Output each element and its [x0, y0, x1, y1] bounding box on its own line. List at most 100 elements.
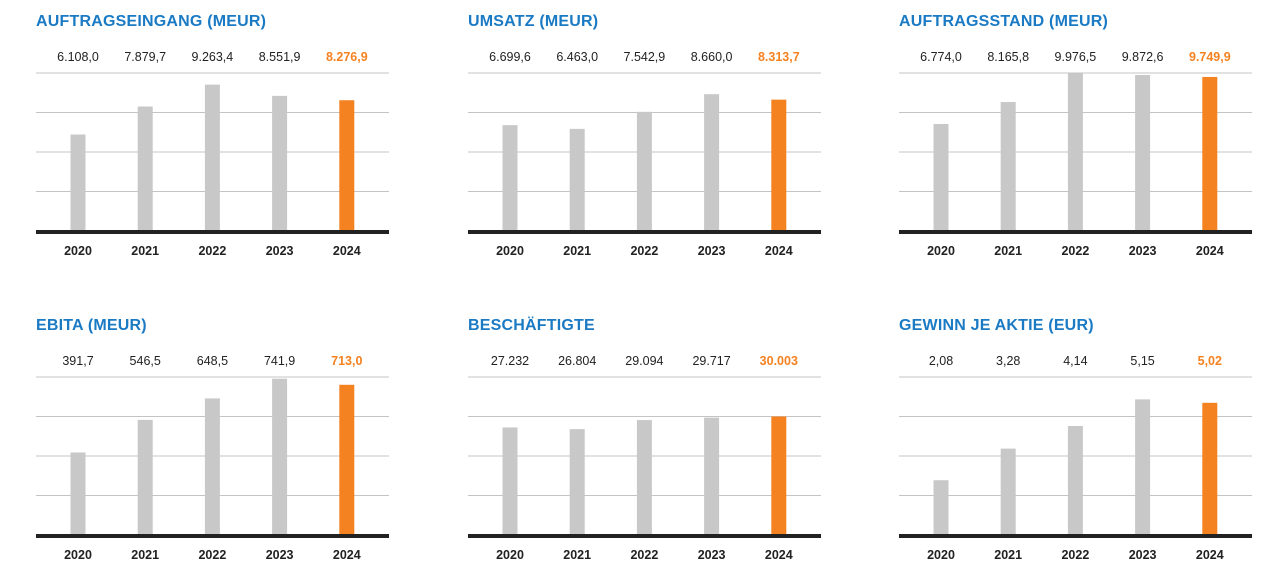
bar-2024: [339, 100, 355, 232]
bar-chart-auftragsstand: 6.774,0 2020 8.165,8 2021 9.976,5 2022 9.872,6…: [899, 50, 1252, 258]
x-tick-label-2021: 2021: [994, 244, 1022, 258]
bar-2024: [1202, 76, 1218, 232]
bar-2022: [1067, 73, 1083, 231]
bar-2021: [137, 106, 153, 231]
value-label-2022: 4,14: [1063, 354, 1087, 368]
bar-2022: [636, 420, 652, 535]
value-label-2021: 7.879,7: [124, 50, 166, 64]
value-label-2024: 9.749,9: [1189, 50, 1231, 64]
x-tick-label-2021: 2021: [994, 548, 1022, 562]
chart-title: AUFTRAGSSTAND (MEUR): [899, 13, 1109, 30]
chart-title: EBITA (MEUR): [36, 317, 147, 334]
value-label-2020: 6.108,0: [57, 50, 99, 64]
value-label-2023: 8.660,0: [691, 50, 733, 64]
bar-2021: [569, 128, 585, 231]
value-label-2020: 6.774,0: [920, 50, 962, 64]
value-label-2024: 5,02: [1198, 354, 1222, 368]
bar-2022: [1067, 425, 1083, 535]
value-label-2022: 9.976,5: [1055, 50, 1097, 64]
x-tick-label-2021: 2021: [131, 244, 159, 258]
chart-panel-ebita: EBITA (MEUR) 391,7 2020 546,5 2021 648,5 2022…: [36, 304, 396, 564]
bar-chart-ebita: 391,7 2020 546,5 2021 648,5 2022 741,9 2023 713,…: [36, 354, 389, 562]
value-label-2021: 6.463,0: [556, 50, 598, 64]
value-label-2022: 29.094: [625, 354, 663, 368]
bar-2020: [502, 427, 518, 535]
chart-panel-gewinn-je-aktie: GEWINN JE AKTIE (EUR) 2,08 2020 3,28 2021 4,…: [899, 304, 1259, 564]
bar-2023: [272, 378, 288, 535]
x-tick-label-2023: 2023: [266, 548, 294, 562]
x-tick-label-2020: 2020: [64, 244, 92, 258]
value-label-2021: 546,5: [130, 354, 161, 368]
bar-2020: [933, 123, 949, 231]
bar-2020: [502, 125, 518, 231]
bar-chart-umsatz: 6.699,6 2020 6.463,0 2021 7.542,9 2022 8.660,0…: [468, 50, 821, 258]
chart-panel-beschaeftigte: BESCHÄFTIGTE 27.232 2020 26.804 2021 29.094 2…: [468, 304, 828, 564]
value-label-2022: 7.542,9: [624, 50, 666, 64]
x-tick-label-2021: 2021: [563, 244, 591, 258]
x-tick-label-2024: 2024: [333, 244, 361, 258]
bar-2021: [1000, 101, 1016, 231]
value-label-2022: 9.263,4: [192, 50, 234, 64]
value-label-2024: 8.276,9: [326, 50, 368, 64]
value-label-2021: 3,28: [996, 354, 1020, 368]
x-tick-label-2022: 2022: [630, 548, 658, 562]
value-label-2024: 713,0: [331, 354, 362, 368]
x-axis-baseline: [36, 230, 389, 234]
value-label-2023: 5,15: [1130, 354, 1154, 368]
chart-panel-umsatz: UMSATZ (MEUR) 6.699,6 2020 6.463,0 2021 7.54…: [468, 0, 828, 260]
value-label-2023: 8.551,9: [259, 50, 301, 64]
x-tick-label-2020: 2020: [64, 548, 92, 562]
x-axis-baseline: [468, 534, 821, 538]
chart-title: UMSATZ (MEUR): [468, 13, 599, 30]
x-tick-label-2024: 2024: [1196, 244, 1224, 258]
value-label-2020: 27.232: [491, 354, 529, 368]
bar-2022: [204, 398, 220, 535]
bar-2022: [636, 111, 652, 231]
bar-2023: [1135, 75, 1151, 232]
x-axis-baseline: [468, 230, 821, 234]
x-tick-label-2020: 2020: [496, 244, 524, 258]
x-tick-label-2023: 2023: [266, 244, 294, 258]
value-label-2022: 648,5: [197, 354, 228, 368]
bar-2023: [272, 95, 288, 232]
x-tick-label-2024: 2024: [333, 548, 361, 562]
x-tick-label-2023: 2023: [1129, 548, 1157, 562]
x-axis-baseline: [899, 230, 1252, 234]
bar-2024: [339, 384, 355, 535]
bar-chart-gewinn-je-aktie: 2,08 2020 3,28 2021 4,14 2022 5,15 2023 5,02 2024: [899, 354, 1252, 562]
bar-chart-auftragseingang: 6.108,0 2020 7.879,7 2021 9.263,4 2022 8.551,9…: [36, 50, 389, 258]
x-tick-label-2021: 2021: [563, 548, 591, 562]
value-label-2023: 9.872,6: [1122, 50, 1164, 64]
x-tick-label-2024: 2024: [765, 548, 793, 562]
value-label-2023: 29.717: [692, 354, 730, 368]
x-tick-label-2023: 2023: [1129, 244, 1157, 258]
bar-2021: [137, 419, 153, 535]
value-label-2020: 6.699,6: [489, 50, 531, 64]
x-tick-label-2022: 2022: [1061, 548, 1089, 562]
bar-2023: [704, 94, 720, 231]
x-tick-label-2020: 2020: [927, 244, 955, 258]
x-tick-label-2020: 2020: [496, 548, 524, 562]
bar-2024: [1202, 402, 1218, 535]
x-tick-label-2024: 2024: [1196, 548, 1224, 562]
x-tick-label-2022: 2022: [198, 548, 226, 562]
value-label-2024: 8.313,7: [758, 50, 800, 64]
x-tick-label-2022: 2022: [630, 244, 658, 258]
bar-2021: [1000, 448, 1016, 535]
bar-2020: [933, 480, 949, 535]
chart-title: BESCHÄFTIGTE: [468, 317, 595, 334]
bar-2024: [771, 99, 787, 231]
bar-chart-beschaeftigte: 27.232 2020 26.804 2021 29.094 2022 29.717 2023…: [468, 354, 821, 562]
x-tick-label-2023: 2023: [698, 548, 726, 562]
value-label-2021: 8.165,8: [987, 50, 1029, 64]
bar-2022: [204, 84, 220, 232]
x-tick-label-2020: 2020: [927, 548, 955, 562]
chart-title: AUFTRAGSEINGANG (MEUR): [36, 13, 267, 30]
x-tick-label-2022: 2022: [198, 244, 226, 258]
x-tick-label-2021: 2021: [131, 548, 159, 562]
x-tick-label-2022: 2022: [1061, 244, 1089, 258]
value-label-2024: 30.003: [760, 354, 798, 368]
chart-title: GEWINN JE AKTIE (EUR): [899, 317, 1094, 334]
x-tick-label-2024: 2024: [765, 244, 793, 258]
bar-2020: [70, 134, 86, 231]
